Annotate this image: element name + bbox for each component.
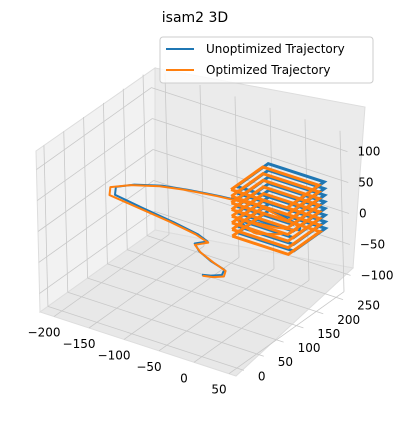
y-tick-label: 50 (278, 355, 293, 369)
z-grid-line (152, 118, 349, 183)
trajectory-loop (230, 191, 323, 237)
trajectory-loop (230, 165, 323, 210)
legend: Unoptimized Trajectory Optimized Traject… (159, 36, 374, 84)
y-tick-label: 200 (337, 313, 360, 327)
z-tick-label: 100 (357, 145, 380, 159)
z-grid-line (36, 118, 153, 201)
z-tick-label: 50 (358, 176, 373, 190)
y-tick-label: 250 (357, 299, 380, 313)
trajectory-loop (231, 198, 323, 243)
z-grid-line (36, 87, 152, 170)
z-grid-line (151, 87, 348, 152)
y-grid-line (146, 235, 344, 301)
trajectory-loop (230, 172, 323, 217)
x-tick-label: −50 (136, 360, 161, 374)
x-tick-label: −200 (28, 326, 61, 340)
chart-title: isam2 3D (162, 10, 228, 26)
x-grid-line (158, 268, 275, 352)
y-grid-line (87, 277, 284, 343)
x-grid-line (88, 245, 205, 329)
trajectory-loop (230, 178, 323, 223)
legend-label-unoptimized: Unoptimized Trajectory (206, 42, 345, 56)
x-tick-label: −100 (98, 348, 131, 362)
x-grid-line (53, 234, 170, 317)
y-tick-label: 100 (298, 341, 321, 355)
x-grid-line (123, 257, 240, 340)
z-grid-line (39, 211, 155, 294)
y-grid-line (107, 263, 304, 329)
z-grid-line (38, 180, 155, 263)
z-tick-label: 0 (359, 207, 367, 221)
y-grid-line (127, 249, 324, 315)
x-grid-line (193, 279, 310, 363)
z-tick-label: −100 (361, 268, 394, 282)
x-tick-label: −150 (63, 337, 96, 351)
y-grid-line (67, 291, 264, 357)
trajectory-loop (231, 205, 324, 250)
axis-ticks: −200−150−100−50050050100150200250−100−50… (28, 145, 394, 397)
z-tick-label: −50 (360, 237, 385, 251)
legend-label-optimized: Optimized Trajectory (206, 63, 331, 77)
y-tick-label: 150 (317, 327, 340, 341)
trajectory-loop (230, 185, 323, 230)
y-tick-label: 0 (258, 369, 266, 383)
trajectory-loop (231, 211, 324, 257)
z-grid-line (37, 149, 154, 232)
x-tick-label: 50 (211, 383, 226, 397)
x-tick-label: 0 (180, 371, 188, 385)
y-grid-line (47, 305, 245, 371)
series-1 (108, 165, 324, 279)
x-grid-line (228, 291, 345, 375)
series-group (108, 162, 329, 279)
legend-box (159, 36, 374, 84)
